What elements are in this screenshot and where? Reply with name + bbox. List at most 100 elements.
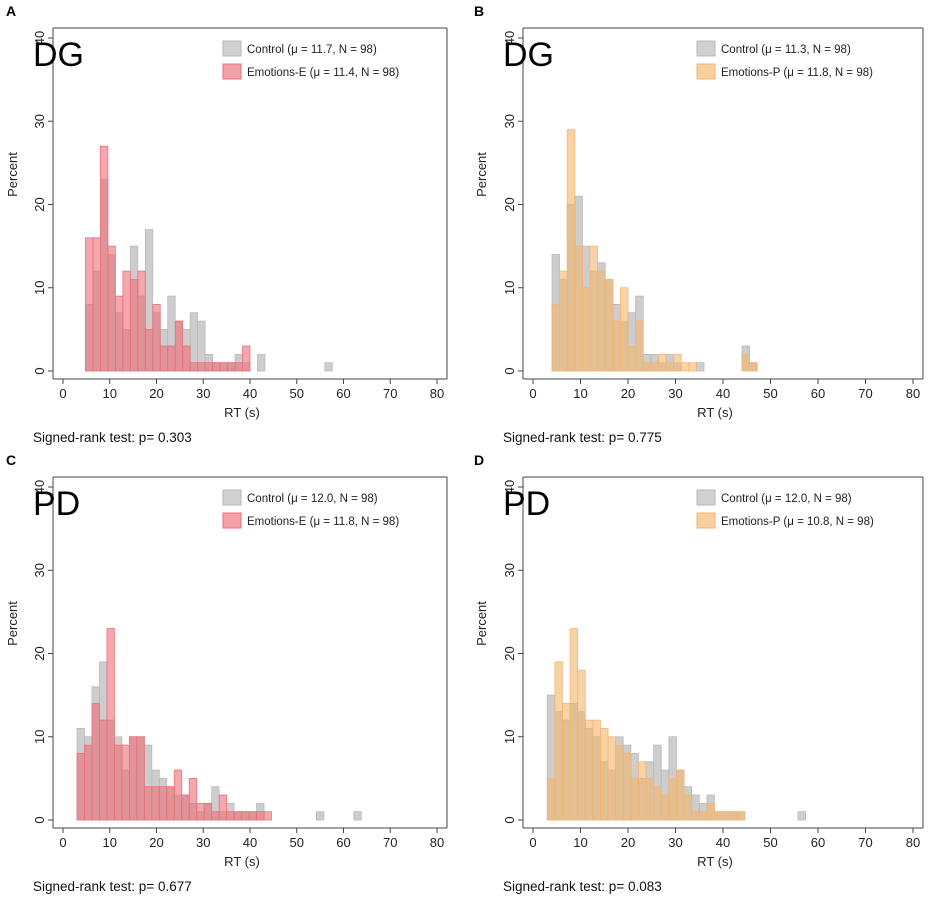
x-axis-label: RT (s) [697, 405, 733, 420]
x-tick-label: 80 [906, 835, 920, 850]
bar-emotions_e [212, 362, 221, 372]
x-tick-label: 80 [430, 386, 444, 401]
y-tick-label: 10 [32, 281, 47, 295]
legend-label-control: Control (μ = 11.7, N = 98) [247, 44, 377, 56]
bar-emotions_e [121, 744, 130, 821]
x-tick-label: 0 [529, 835, 536, 850]
bar-emotions_e [137, 270, 146, 372]
bar-emotions_e [174, 320, 184, 372]
signed-rank-note: Signed-rank test: p= 0.677 [33, 879, 192, 894]
bar-emotions_p [612, 320, 621, 372]
x-tick-label: 50 [290, 835, 304, 850]
x-tick-label: 40 [716, 835, 730, 850]
bar-emotions_p [582, 287, 591, 372]
bar-emotions_p [657, 353, 667, 372]
legend-label-emotions_e: Emotions-E (μ = 11.4, N = 98) [247, 67, 399, 79]
bar-emotions_e [144, 328, 154, 372]
x-tick-label: 10 [103, 835, 117, 850]
bar-emotions_p [627, 345, 636, 372]
bar-emotions_e [242, 345, 251, 372]
bar-emotions_p [619, 287, 629, 372]
panel-letter: D [474, 452, 484, 468]
panel-a: A 0 10 20 30 40 0 10 20 30 40 50 60 70 80 RT (s) Percent… [0, 0, 468, 449]
x-tick-label: 50 [290, 386, 304, 401]
y-tick-label: 40 [32, 31, 47, 45]
bar-emotions_e [151, 786, 160, 821]
bar-emotions_e [241, 811, 250, 821]
x-tick-label: 40 [716, 386, 730, 401]
legend-swatch-control [222, 40, 242, 57]
chart-svg: C 0 10 20 30 40 0 10 20 30 40 50 60 70 80 RT (s) Percent… [5, 452, 448, 894]
bar-control [695, 362, 705, 372]
y-tick-label: 10 [502, 281, 517, 295]
x-tick-label: 30 [196, 386, 210, 401]
bar-emotions_p [645, 777, 655, 821]
bar-emotions_e [114, 744, 123, 821]
bar-emotions_e [159, 345, 169, 372]
bar-emotions_e [204, 362, 213, 372]
x-tick-label: 70 [383, 835, 397, 850]
signed-rank-note: Signed-rank test: p= 0.083 [503, 879, 662, 894]
bar-emotions_e [203, 802, 213, 821]
bar-emotions_p [584, 719, 594, 821]
bar-emotions_p [676, 769, 685, 821]
bar-control [797, 811, 807, 821]
bar-emotions_p [691, 811, 700, 821]
x-tick-label: 0 [59, 386, 66, 401]
bar-emotions_e [263, 811, 272, 821]
bar-emotions_e [226, 811, 235, 821]
bar-emotions_e [107, 245, 116, 372]
x-axis-label: RT (s) [224, 854, 260, 869]
bar-emotions_p [706, 802, 715, 821]
x-tick-label: 10 [573, 386, 587, 401]
bar-control [315, 811, 325, 821]
x-tick-label: 60 [811, 835, 825, 850]
bar-emotions_e [143, 786, 153, 821]
x-tick-label: 20 [621, 835, 635, 850]
panel-letter: C [6, 452, 16, 468]
bar-emotions_p [630, 777, 639, 821]
x-tick-label: 20 [149, 386, 163, 401]
legend-label-control: Control (μ = 11.3, N = 98) [721, 44, 851, 56]
signed-rank-note: Signed-rank test: p= 0.775 [503, 430, 662, 445]
bar-emotions_p [721, 811, 731, 821]
bar-emotions_p [566, 129, 576, 372]
bar-emotions_e [233, 811, 242, 821]
y-tick-label: 30 [32, 114, 47, 128]
y-tick-label: 10 [502, 730, 517, 744]
bar-emotions_p [559, 270, 568, 372]
legend-swatch-control [696, 40, 716, 57]
bar-emotions_p [736, 811, 746, 821]
game-label: PD [33, 485, 80, 523]
y-axis-label: Percent [474, 601, 489, 646]
bar-control [257, 353, 266, 372]
bar-emotions_p [569, 628, 579, 821]
x-tick-label: 70 [858, 835, 872, 850]
bar-emotions_e [167, 345, 176, 372]
bar-emotions_p [574, 245, 583, 372]
bar-emotions_e [76, 752, 85, 821]
bar-control [324, 362, 333, 372]
x-tick-label: 40 [243, 386, 257, 401]
x-tick-label: 60 [811, 386, 825, 401]
legend-swatch-control [222, 489, 242, 506]
x-tick-label: 20 [149, 835, 163, 850]
y-tick-label: 40 [502, 31, 517, 45]
y-axis-label: Percent [5, 152, 20, 197]
x-axis-label: RT (s) [697, 854, 733, 869]
bar-emotions_p [562, 703, 571, 821]
bar-emotions_p [665, 362, 674, 372]
bar-emotions_p [660, 794, 670, 821]
bar-emotions_e [106, 628, 115, 821]
bar-emotions_e [196, 802, 205, 821]
panel-d: D 0 10 20 30 40 0 10 20 30 40 50 60 70 80 RT (s) Percent… [468, 449, 936, 898]
bar-emotions_e [91, 703, 100, 821]
bar-emotions_e [188, 777, 198, 821]
x-tick-label: 60 [336, 386, 350, 401]
game-label: DG [503, 36, 554, 74]
x-tick-label: 50 [763, 835, 777, 850]
bar-emotions_p [698, 811, 708, 821]
panel-letter: B [474, 3, 484, 19]
y-tick-label: 20 [32, 197, 47, 211]
bar-emotions_p [673, 353, 682, 372]
